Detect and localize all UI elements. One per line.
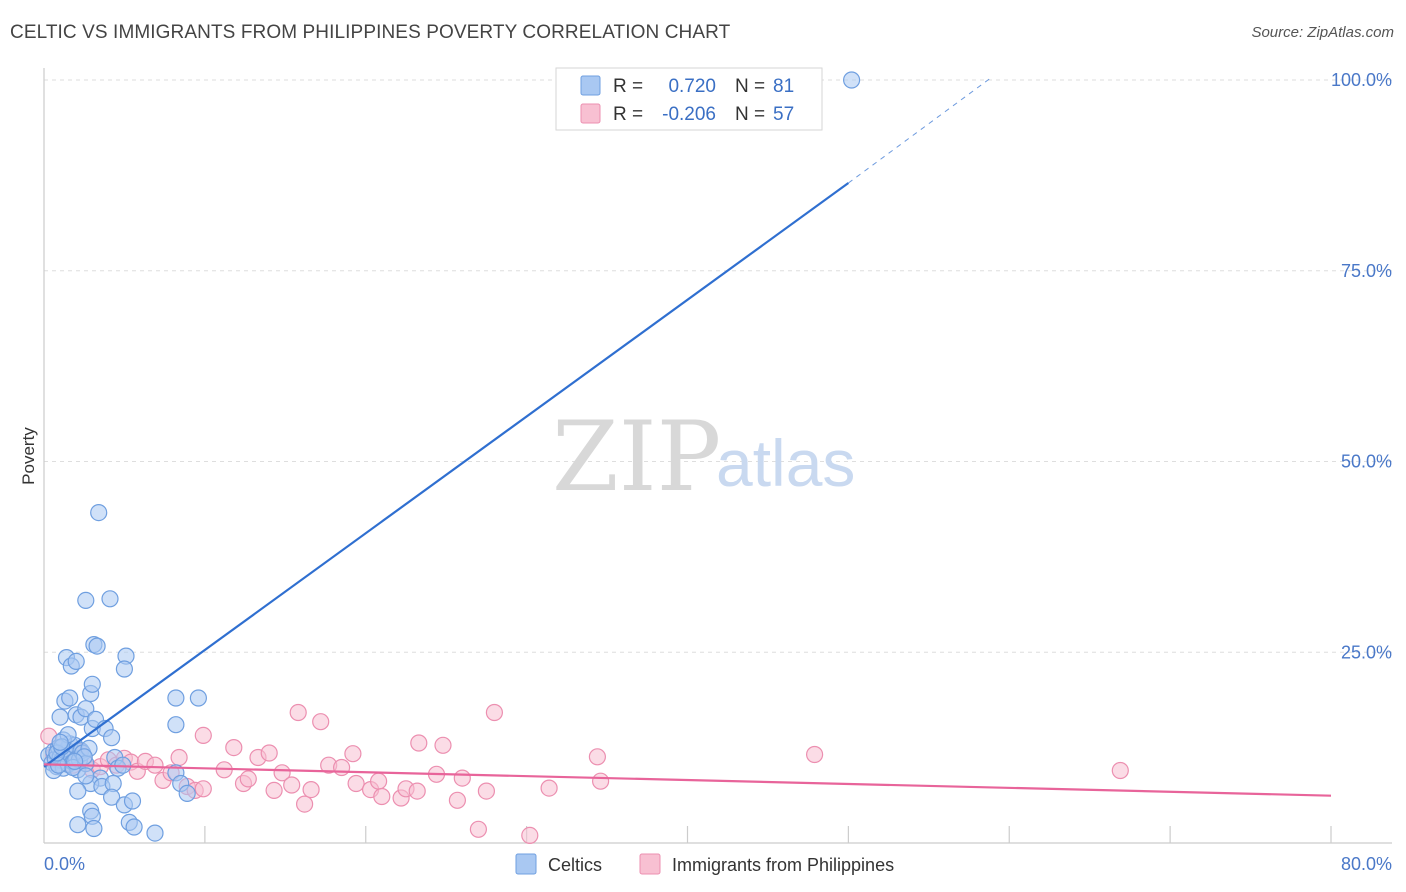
celtics-point[interactable] <box>51 708 69 726</box>
watermark-atlas: atlas <box>716 426 855 500</box>
celtics-point[interactable] <box>77 767 95 785</box>
philippines-point[interactable] <box>265 781 283 800</box>
philippines-point[interactable] <box>485 703 503 722</box>
philippines-point[interactable] <box>410 734 428 752</box>
philippines-point[interactable] <box>448 791 466 809</box>
celtics-point[interactable] <box>146 824 164 842</box>
philippines-point[interactable] <box>344 745 362 763</box>
bottom-legend-label-philippines[interactable]: Immigrants from Philippines <box>672 855 894 875</box>
philippines-point[interactable] <box>273 764 291 782</box>
celtics-trend-extension <box>848 75 994 184</box>
y-tick-label: 100.0% <box>1331 70 1392 90</box>
philippines-point[interactable] <box>194 726 212 745</box>
gridlines <box>44 79 1392 653</box>
celtics-point[interactable] <box>101 590 119 608</box>
philippines-point[interactable] <box>302 780 320 799</box>
philippines-point[interactable] <box>469 820 487 838</box>
bottom-legend-swatch-celtics[interactable] <box>515 853 537 875</box>
philippines-point[interactable] <box>289 703 307 722</box>
celtics-point[interactable] <box>77 700 95 718</box>
celtics-point[interactable] <box>61 689 79 707</box>
celtics-point[interactable] <box>102 729 121 747</box>
philippines-point[interactable] <box>239 770 257 788</box>
celtics-point[interactable] <box>85 819 103 838</box>
source-credit[interactable]: Source: ZipAtlas.com <box>1251 24 1394 41</box>
bottom-legend-label-celtics[interactable]: Celtics <box>548 855 602 875</box>
legend-r-label: R = <box>613 104 643 125</box>
celtics-point[interactable] <box>90 503 108 522</box>
celtics-point[interactable] <box>189 689 207 707</box>
celtics-point[interactable] <box>167 689 185 707</box>
series-legend: Celtics Immigrants from Philippines <box>515 853 894 875</box>
celtics-trend-line <box>43 182 850 768</box>
philippines-point[interactable] <box>312 713 330 731</box>
legend-swatch-celtics <box>580 75 601 96</box>
celtics-point[interactable] <box>167 716 185 734</box>
x-axis-ticks <box>204 826 1332 843</box>
philippines-point[interactable] <box>296 795 314 813</box>
philippines-point[interactable] <box>521 826 539 845</box>
celtics-point[interactable] <box>842 71 861 89</box>
legend-r-label: R = <box>613 76 643 97</box>
celtics-point[interactable] <box>69 782 87 800</box>
philippines-point[interactable] <box>170 748 188 767</box>
watermark-zip: ZIP <box>552 401 721 513</box>
legend-n-label: N = <box>735 76 765 97</box>
philippines-point[interactable] <box>408 782 426 800</box>
legend-n-value: 81 <box>773 76 794 97</box>
philippines-point[interactable] <box>591 772 610 790</box>
philippines-point[interactable] <box>434 736 452 754</box>
celtics-point[interactable] <box>88 637 106 655</box>
philippines-point[interactable] <box>370 772 388 790</box>
philippines-point[interactable] <box>333 758 351 777</box>
y-tick-label: 25.0% <box>1341 642 1392 662</box>
celtics-point[interactable] <box>77 591 95 610</box>
x-tick-label-max: 80.0% <box>1341 854 1392 874</box>
celtics-point[interactable] <box>51 733 69 751</box>
philippines-point[interactable] <box>805 745 824 764</box>
celtics-point[interactable] <box>125 818 143 836</box>
legend-swatch-philippines <box>580 103 601 124</box>
celtics-point[interactable] <box>67 652 85 671</box>
chart-title: CELTIC VS IMMIGRANTS FROM PHILIPPINES PO… <box>10 22 731 43</box>
watermark: ZIP atlas <box>552 401 855 513</box>
bottom-legend-swatch-philippines[interactable] <box>639 853 661 875</box>
philippines-point[interactable] <box>194 780 212 798</box>
y-tick-label: 50.0% <box>1341 452 1392 472</box>
legend-n-value: 57 <box>773 104 794 125</box>
philippines-point[interactable] <box>347 774 365 793</box>
stats-legend: R = 0.720 N = 81 R = -0.206 N = 57 <box>555 67 823 131</box>
celtics-point[interactable] <box>123 792 142 810</box>
y-axis-label: Poverty <box>19 427 38 485</box>
trend-lines <box>43 75 1332 797</box>
philippines-point[interactable] <box>477 782 495 800</box>
philippines-point[interactable] <box>453 769 471 787</box>
philippines-point[interactable] <box>283 776 301 794</box>
philippines-point[interactable] <box>146 756 164 774</box>
celtics-point[interactable] <box>65 752 84 771</box>
philippines-point[interactable] <box>1111 761 1129 780</box>
legend-r-value: -0.206 <box>662 104 716 125</box>
philippines-trend-line <box>43 763 1332 797</box>
celtics-point[interactable] <box>102 788 121 806</box>
philippines-point[interactable] <box>540 779 558 797</box>
data-points <box>40 71 1129 845</box>
legend-n-label: N = <box>735 104 765 125</box>
y-tick-labels: 25.0% 50.0% 75.0% 100.0% <box>1331 70 1392 662</box>
y-tick-label: 75.0% <box>1341 261 1392 281</box>
celtics-point[interactable] <box>115 660 134 678</box>
x-tick-label-min: 0.0% <box>44 854 85 874</box>
philippines-point[interactable] <box>260 744 278 762</box>
philippines-point[interactable] <box>373 787 391 806</box>
philippines-point[interactable] <box>225 738 243 757</box>
philippines-point[interactable] <box>588 748 607 766</box>
celtics-point[interactable] <box>69 816 87 834</box>
celtics-point[interactable] <box>83 675 101 693</box>
legend-r-value: 0.720 <box>668 76 716 97</box>
celtics-point[interactable] <box>178 784 196 803</box>
